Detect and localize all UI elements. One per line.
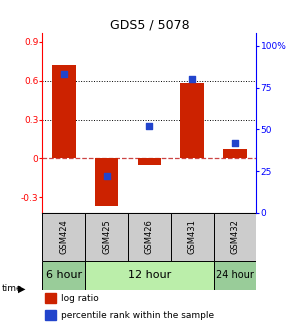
Bar [128,213,171,261]
Bar [214,261,256,290]
Text: GSM431: GSM431 [188,219,197,254]
Text: GSM424: GSM424 [59,219,68,254]
Title: GDS5 / 5078: GDS5 / 5078 [110,19,189,31]
Bar [45,293,56,303]
Text: GSM425: GSM425 [102,219,111,254]
Bar [223,149,247,158]
Point [147,123,152,129]
Bar [85,261,214,290]
Bar [42,261,85,290]
Text: percentile rank within the sample: percentile rank within the sample [61,311,214,320]
Point [190,77,195,82]
Bar [171,213,214,261]
Text: 12 hour: 12 hour [128,270,171,280]
Bar [180,83,204,158]
Text: log ratio: log ratio [61,294,98,303]
Bar [85,213,128,261]
Text: 6 hour: 6 hour [46,270,82,280]
Bar [138,158,161,165]
Text: ▶: ▶ [18,284,26,293]
Bar [45,310,56,320]
Text: time: time [1,284,22,293]
Point [104,173,109,179]
Text: GSM426: GSM426 [145,219,154,254]
Bar [214,213,256,261]
Point [233,140,237,145]
Bar [52,65,76,158]
Text: 24 hour: 24 hour [216,270,254,280]
Text: GSM432: GSM432 [231,219,239,254]
Bar [42,213,85,261]
Point [62,72,66,77]
Bar [95,158,118,206]
